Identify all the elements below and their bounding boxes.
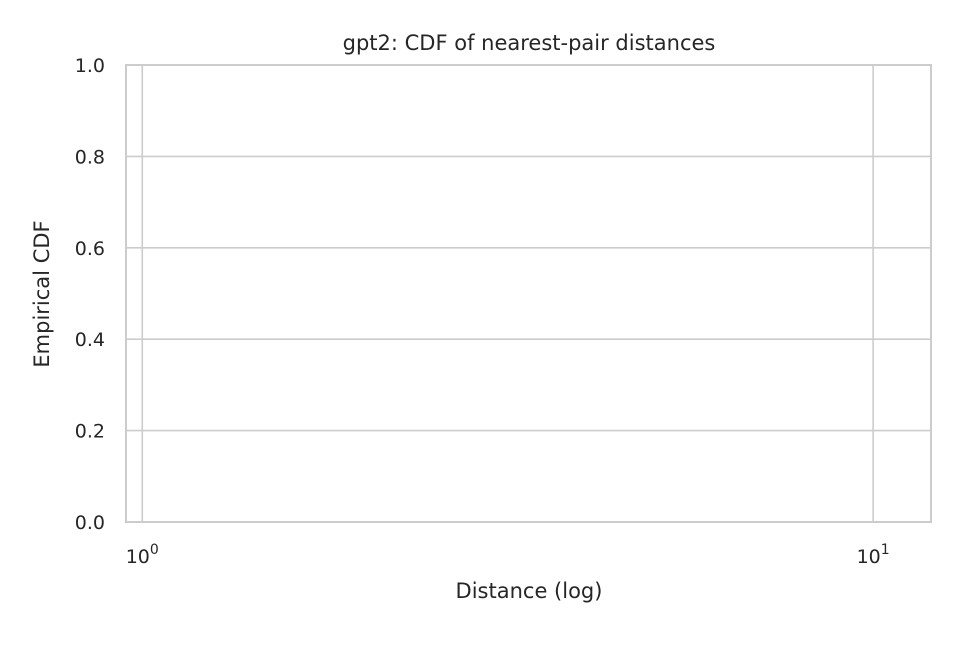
x-tick-labels: 100 101 bbox=[126, 542, 890, 568]
chart-title: gpt2: CDF of nearest-pair distances bbox=[343, 31, 716, 55]
y-axis-label: Empirical CDF bbox=[30, 220, 54, 367]
x-tick-label: 101 bbox=[857, 542, 890, 568]
plot-frame bbox=[125, 64, 932, 523]
x-tick-label: 100 bbox=[126, 542, 159, 568]
y-tick-label: 0.6 bbox=[75, 238, 105, 260]
x-axis-label: Distance (log) bbox=[456, 579, 603, 603]
y-tick-label: 0.2 bbox=[75, 421, 105, 443]
y-tick-label: 0.8 bbox=[75, 146, 105, 168]
grid-lines bbox=[126, 64, 931, 523]
y-tick-label: 0.4 bbox=[75, 329, 105, 351]
y-tick-labels: 0.0 0.2 0.4 0.6 0.8 1.0 bbox=[75, 55, 105, 534]
y-tick-label: 1.0 bbox=[75, 55, 105, 77]
y-tick-label: 0.0 bbox=[75, 512, 105, 534]
